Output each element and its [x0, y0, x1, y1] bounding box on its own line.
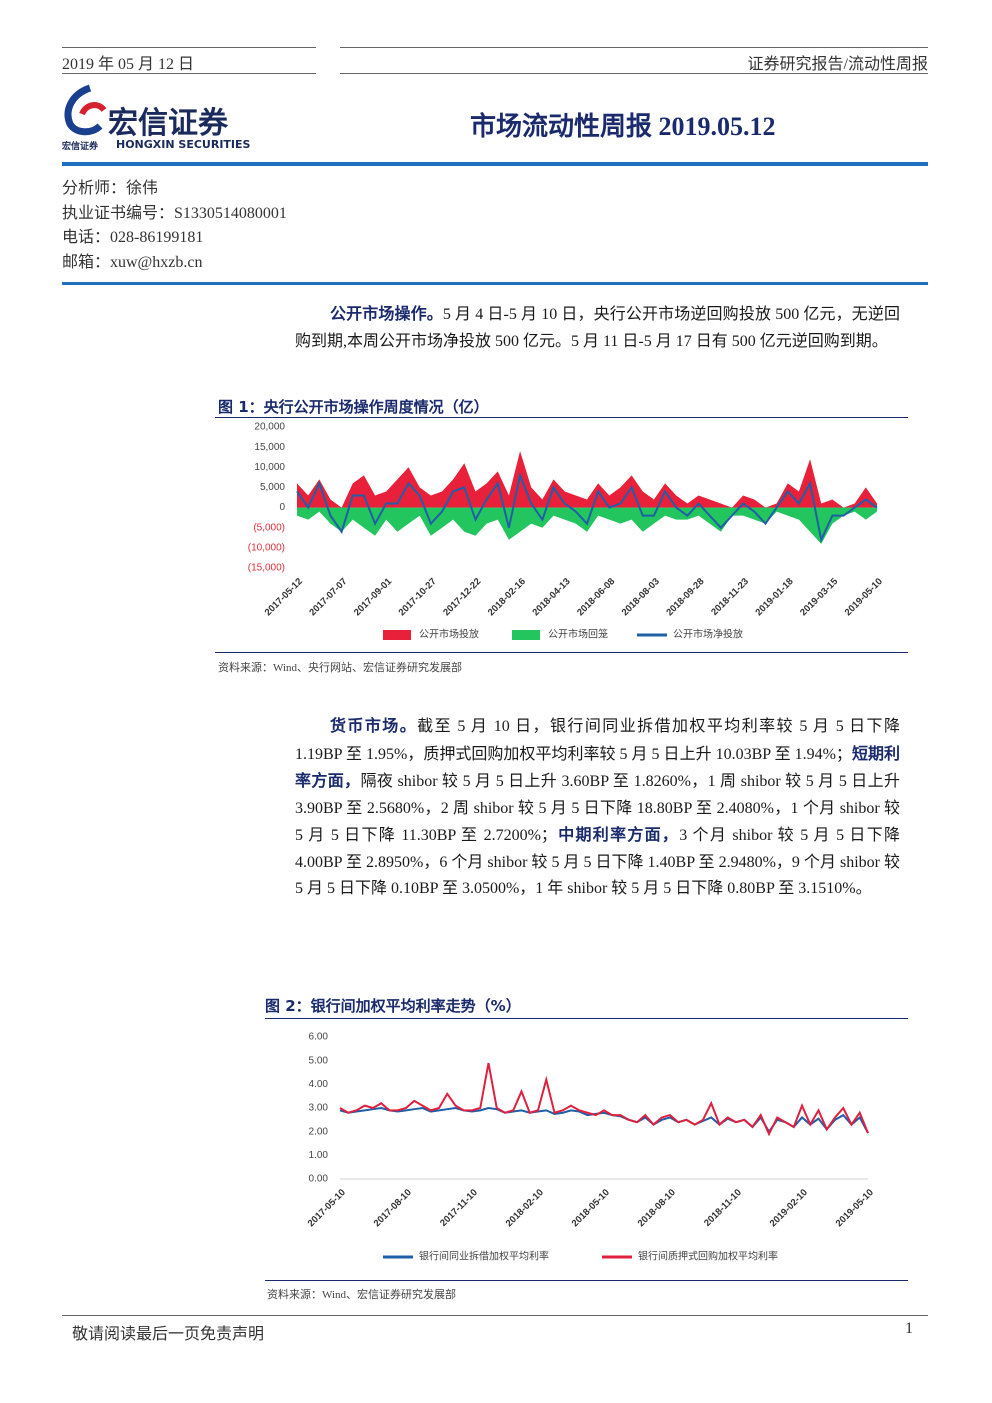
- analyst-line: 执业证书编号：S1330514080001: [62, 204, 287, 222]
- analyst-line: 电话：028-86199181: [62, 229, 204, 247]
- x-tick-label: 2017-10-27: [397, 576, 439, 618]
- header-rule: [340, 47, 928, 48]
- logo-icon: [64, 84, 107, 136]
- x-tick-label: 2019-05-10: [843, 576, 885, 618]
- logo-swirl: [64, 84, 103, 136]
- figure-caption: 图 2：银行间加权平均利率走势（%）: [265, 997, 521, 1015]
- x-tick-label: 2017-05-12: [263, 576, 305, 618]
- x-tick-label: 2019-05-10: [834, 1187, 876, 1229]
- legend-label: 银行间同业拆借加权平均利率: [419, 1250, 549, 1263]
- x-tick-label: 2018-08-10: [636, 1187, 678, 1229]
- y-tick-label: 4.00: [309, 1079, 329, 1090]
- x-tick-label: 2018-11-23: [709, 576, 751, 618]
- x-tick-label: 2018-06-08: [575, 576, 617, 618]
- logo-name: 宏信证券: [108, 106, 228, 141]
- x-tick-label: 2017-09-01: [352, 576, 395, 619]
- source-rule: [215, 652, 908, 653]
- line: [339, 1106, 869, 1134]
- text-run: 3 个月 shibor 较 5 月 5 日下降 4.00BP 至 2.8950%…: [295, 827, 900, 897]
- x-tick-label: 2019-01-18: [754, 576, 796, 618]
- y-tick-label: 3.00: [309, 1103, 329, 1114]
- y-tick-label: 6.00: [309, 1032, 329, 1043]
- title-bar: [62, 162, 928, 166]
- footer-rule: [62, 1315, 928, 1316]
- header-rule: [62, 73, 316, 74]
- y-tick-label: 5.00: [309, 1055, 329, 1066]
- section-bar: [62, 282, 928, 285]
- analyst-line: 分析师：徐伟: [62, 180, 159, 197]
- text-run: 隔夜 shibor 较 5 月 5 日上升 3.60BP 至 1.8260%，1…: [295, 773, 900, 844]
- legend-label: 公开市场投放: [419, 628, 479, 641]
- y-tick-label: 2.00: [309, 1126, 329, 1137]
- x-tick-label: 2017-05-10: [306, 1187, 348, 1229]
- y-tick-label: 15,000: [254, 442, 285, 453]
- x-tick-label: 2017-12-22: [441, 576, 483, 618]
- line: [296, 471, 878, 544]
- figure-caption: 图 1：央行公开市场操作周度情况（亿）: [218, 398, 489, 416]
- x-tick-label: 2018-02-16: [486, 576, 528, 618]
- header-rule: [340, 73, 928, 74]
- strong-text: 短期利率方面，: [295, 743, 900, 791]
- logo-english: HONGXIN SECURITIES: [116, 138, 251, 151]
- report-title: 市场流动性周报 2019.05.12: [470, 112, 776, 141]
- x-tick-label: 2019-02-10: [768, 1187, 810, 1229]
- y-tick-label: (5,000): [253, 522, 285, 533]
- legend-label: 银行间质押式回购加权平均利率: [638, 1250, 778, 1263]
- legend-swatch: [512, 630, 540, 640]
- header-date: 2019 年 05 月 12 日: [62, 56, 195, 73]
- legend-label: 公开市场回笼: [548, 628, 608, 641]
- y-tick-label: (15,000): [248, 563, 285, 574]
- y-tick-label: 20,000: [254, 422, 285, 433]
- caption-rule: [265, 1018, 908, 1019]
- source-rule: [265, 1280, 908, 1281]
- analyst-line: 邮箱：xuw@hxzb.cn: [62, 254, 203, 272]
- caption-rule: [215, 417, 908, 418]
- strong-text: 中期利率方面，: [556, 825, 680, 844]
- y-tick-label: 5,000: [260, 482, 285, 493]
- header-report-type: 证券研究报告/流动性周报: [747, 56, 928, 73]
- x-tick-label: 2018-05-10: [570, 1187, 612, 1229]
- x-tick-label: 2018-02-10: [504, 1187, 546, 1229]
- text-run: 5 月 4 日-5 月 10 日，央行公开市场逆回购投放 500 亿元，无逆回购…: [295, 306, 900, 350]
- logo-small: 宏信证券: [62, 142, 99, 152]
- line: [339, 1062, 869, 1137]
- text-run: 截至 5 月 10 日，银行间同业拆借加权平均利率较 5 月 5 日下降 1.1…: [295, 718, 900, 763]
- paragraph: 公开市场操作。5 月 4 日-5 月 10 日，央行公开市场逆回购投放 500 …: [295, 301, 900, 355]
- analyst-info: 分析师：徐伟执业证书编号：S1330514080001 电话：028-861991…: [62, 177, 287, 276]
- figure-source: 资料来源：Wind、央行网站、宏信证券研究发展部: [218, 662, 462, 674]
- x-tick-label: 2018-09-28: [664, 576, 706, 618]
- figure-source: 资料来源：Wind、宏信证券研究发展部: [267, 1289, 456, 1301]
- y-tick-label: (10,000): [248, 542, 285, 553]
- area: [297, 451, 877, 508]
- page-number: 1: [905, 1320, 913, 1337]
- x-tick-label: 2018-08-03: [620, 576, 662, 618]
- y-tick-label: 0.00: [309, 1174, 329, 1185]
- y-tick-label: 0: [279, 502, 285, 513]
- paragraph: 货币市场。截至 5 月 10 日，银行间同业拆借加权平均利率较 5 月 5 日下…: [295, 713, 900, 903]
- x-tick-label: 2018-04-13: [530, 576, 572, 618]
- x-tick-label: 2018-11-10: [702, 1187, 744, 1229]
- footer-disclaimer: 敬请阅读最后一页免责声明: [72, 1326, 265, 1343]
- strong-text: 公开市场操作。: [330, 304, 443, 323]
- x-tick-label: 2017-07-07: [307, 576, 349, 618]
- legend-label: 公开市场净投放: [673, 628, 743, 641]
- x-tick-label: 2017-11-10: [438, 1187, 480, 1229]
- legend-swatch: [383, 630, 411, 640]
- logo-arc: [79, 102, 107, 116]
- x-tick-label: 2019-03-15: [798, 576, 841, 619]
- y-tick-label: 10,000: [254, 462, 285, 473]
- y-tick-label: 1.00: [309, 1150, 329, 1161]
- area: [297, 507, 877, 544]
- x-tick-label: 2017-08-10: [372, 1187, 414, 1229]
- strong-text: 货币市场。: [330, 716, 418, 735]
- header-rule: [62, 47, 316, 48]
